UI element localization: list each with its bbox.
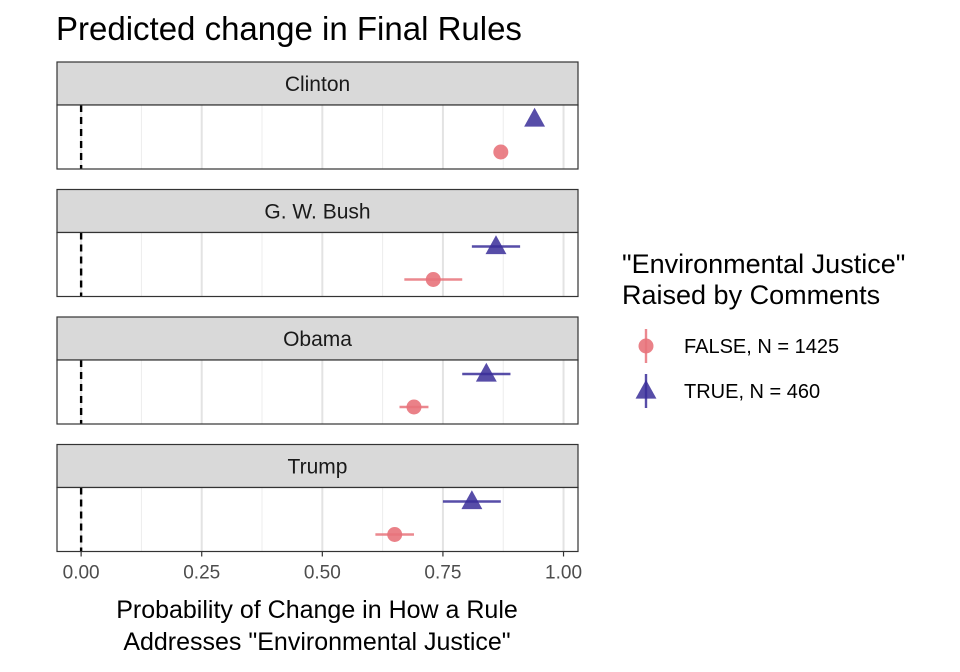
facet-strip-label: G. W. Bush [264,201,370,224]
x-tick-label: 0.75 [424,563,461,584]
facet-strip-label: Trump [288,456,348,479]
facet-g-w-bush: G. W. Bush [56,188,579,298]
point-true-triangle [524,107,546,127]
facet-strip [56,443,579,489]
facet-strip [56,61,579,106]
panel-border [56,104,579,170]
facet-obama: Obama [56,316,579,425]
legend-item-label: FALSE, N = 1425 [684,336,839,358]
point-false-circle [387,527,403,542]
legend: "Environmental Justice" Raised by Commen… [622,249,905,408]
point-false-circle [493,144,509,160]
facet-trump: Trump [56,443,579,553]
x-tick-label: 0.50 [304,563,341,584]
x-tick-label: 0.00 [63,563,100,584]
point-true-triangle [485,235,507,255]
panel-background [57,232,578,297]
legend-title-line-1: "Environmental Justice" [622,249,905,279]
panel-background [57,105,578,169]
panel-background [57,360,578,424]
x-tick-label: 1.00 [545,563,582,584]
x-axis: 0.00 0.25 0.50 0.75 1.00 [63,551,582,584]
facet-strip-label: Clinton [285,73,350,96]
facet-strip-label: Obama [283,328,352,351]
panel-border [56,486,579,553]
facet-clinton: Clinton [56,61,579,170]
legend-item-label: TRUE, N = 460 [684,381,820,403]
panel-border [56,359,579,425]
legend-item: FALSE, N = 1425 [638,329,839,363]
facet-panels: Clinton G. W. Bush Obama Trump [56,61,579,553]
legend-title-line-2: Raised by Comments [622,280,880,310]
chart-title: Predicted change in Final Rules [56,10,522,47]
x-axis-title-line-1: Probability of Change in How a Rule [116,596,518,624]
facet-strip [56,188,579,234]
point-false-circle [425,272,441,287]
legend-key-circle [638,338,654,354]
legend-item: TRUE, N = 460 [635,374,820,408]
legend-key-triangle [635,379,657,399]
point-false-circle [406,399,422,415]
x-axis-title-line-2: Addresses "Environmental Justice" [123,628,510,656]
facet-strip [56,316,579,361]
panel-background [57,487,578,552]
point-true-triangle [461,490,483,510]
x-tick-label: 0.25 [183,563,220,584]
point-true-triangle [475,362,497,382]
panel-border [56,231,579,298]
